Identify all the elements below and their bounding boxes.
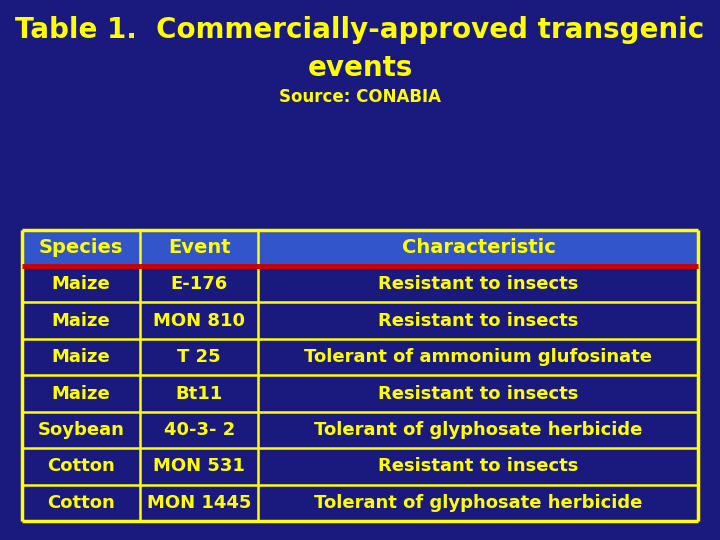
Text: Maize: Maize — [51, 275, 110, 293]
Text: Characteristic: Characteristic — [402, 238, 555, 257]
Bar — [22, 485, 698, 521]
Bar — [22, 230, 698, 266]
Text: 40-3- 2: 40-3- 2 — [163, 421, 235, 439]
Text: Event: Event — [168, 238, 230, 257]
Text: Table 1.  Commercially-approved transgenic: Table 1. Commercially-approved transgeni… — [15, 16, 705, 44]
Text: T 25: T 25 — [177, 348, 221, 366]
Text: Maize: Maize — [51, 312, 110, 329]
Text: MON 810: MON 810 — [153, 312, 246, 329]
Text: events: events — [307, 53, 413, 82]
Text: Resistant to insects: Resistant to insects — [378, 275, 579, 293]
Bar — [22, 302, 698, 339]
Text: Tolerant of glyphosate herbicide: Tolerant of glyphosate herbicide — [314, 421, 643, 439]
Text: Tolerant of ammonium glufosinate: Tolerant of ammonium glufosinate — [305, 348, 652, 366]
Text: E-176: E-176 — [171, 275, 228, 293]
Text: Source: CONABIA: Source: CONABIA — [279, 88, 441, 106]
Text: Cotton: Cotton — [47, 457, 114, 475]
Bar — [22, 448, 698, 485]
Text: Soybean: Soybean — [37, 421, 125, 439]
Bar — [22, 266, 698, 302]
Text: MON 531: MON 531 — [153, 457, 246, 475]
Text: Resistant to insects: Resistant to insects — [378, 384, 579, 402]
Text: MON 1445: MON 1445 — [147, 494, 251, 512]
Text: Tolerant of glyphosate herbicide: Tolerant of glyphosate herbicide — [314, 494, 643, 512]
Bar — [22, 375, 698, 411]
Text: Species: Species — [39, 238, 123, 257]
Text: Resistant to insects: Resistant to insects — [378, 312, 579, 329]
Text: Resistant to insects: Resistant to insects — [378, 457, 579, 475]
Text: Bt11: Bt11 — [176, 384, 223, 402]
Bar — [22, 339, 698, 375]
Bar — [22, 411, 698, 448]
Text: Maize: Maize — [51, 348, 110, 366]
Text: Cotton: Cotton — [47, 494, 114, 512]
Text: Maize: Maize — [51, 384, 110, 402]
